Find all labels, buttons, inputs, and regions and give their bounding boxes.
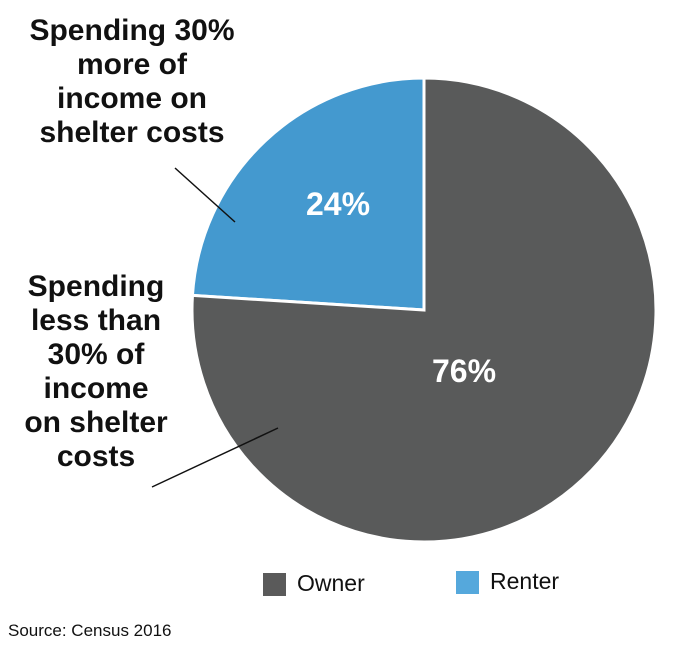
data-label-renter: 24% (306, 186, 370, 222)
legend-swatch-renter (456, 571, 479, 594)
legend-label-owner: Owner (297, 570, 365, 596)
pie-slice-owner (190, 76, 658, 544)
legend-label-renter: Renter (490, 568, 560, 594)
source-note: Source: Census 2016 (8, 621, 172, 640)
annotation-owner-slice: Spending less than 30% of income on shelter c… (24, 270, 168, 473)
legend-swatch-owner (263, 573, 286, 596)
pie-slice-renter (190, 76, 426, 312)
data-label-owner: 76% (432, 353, 496, 389)
annotation-renter-slice: Spending 30% more of income on shelter cost… (29, 14, 235, 149)
leader-line-owner (151, 427, 279, 488)
leader-line-renter (174, 167, 236, 223)
